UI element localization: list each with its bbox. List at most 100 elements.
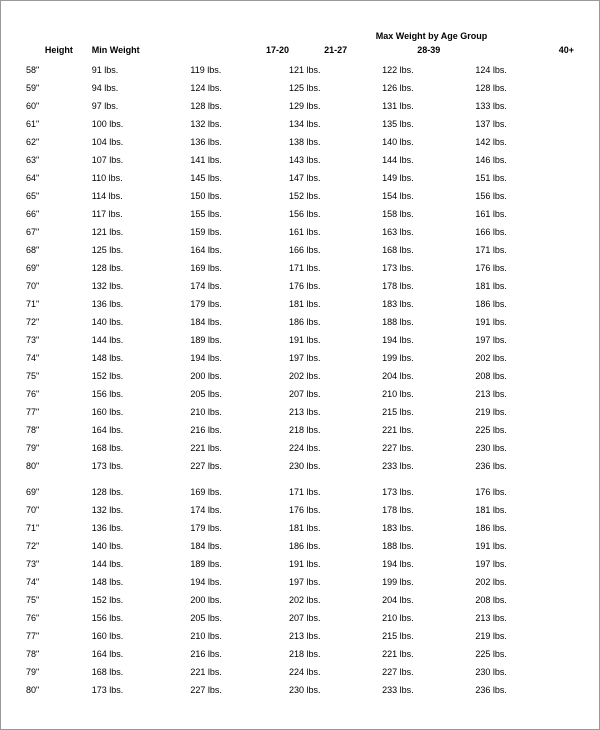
cell: 135 lbs. [382,115,475,133]
cell: 188 lbs. [382,313,475,331]
cell: 168 lbs. [92,663,191,681]
cell: 233 lbs. [382,681,475,699]
cell: 69" [26,475,92,501]
table-row: 73"144 lbs.189 lbs.191 lbs.194 lbs.197 l… [26,331,574,349]
cell: 145 lbs. [190,169,289,187]
cell: 61" [26,115,92,133]
cell: 230 lbs. [289,681,382,699]
cell: 104 lbs. [92,133,191,151]
table-row: 75"152 lbs.200 lbs.202 lbs.204 lbs.208 l… [26,367,574,385]
cell: 230 lbs. [475,663,574,681]
cell: 136 lbs. [92,295,191,313]
table-row: 67"121 lbs.159 lbs.161 lbs.163 lbs.166 l… [26,223,574,241]
cell: 169 lbs. [190,475,289,501]
cell: 73" [26,555,92,573]
cell: 179 lbs. [190,295,289,313]
cell: 204 lbs. [382,367,475,385]
cell: 194 lbs. [382,331,475,349]
cell: 225 lbs. [475,421,574,439]
cell: 77" [26,627,92,645]
cell: 213 lbs. [475,609,574,627]
cell: 186 lbs. [475,295,574,313]
cell: 140 lbs. [92,313,191,331]
table-row: 71"136 lbs.179 lbs.181 lbs.183 lbs.186 l… [26,295,574,313]
cell: 194 lbs. [382,555,475,573]
cell: 97 lbs. [92,97,191,115]
cell: 136 lbs. [190,133,289,151]
cell: 122 lbs. [382,61,475,79]
cell: 128 lbs. [92,259,191,277]
cell: 161 lbs. [475,205,574,223]
cell: 117 lbs. [92,205,191,223]
cell: 132 lbs. [190,115,289,133]
cell: 218 lbs. [289,421,382,439]
cell: 70" [26,501,92,519]
cell: 140 lbs. [382,133,475,151]
cell: 219 lbs. [475,627,574,645]
cell: 72" [26,537,92,555]
cell: 233 lbs. [382,457,475,475]
cell: 191 lbs. [475,537,574,555]
cell: 197 lbs. [289,349,382,367]
cell: 194 lbs. [190,349,289,367]
cell: 147 lbs. [289,169,382,187]
cell: 202 lbs. [475,573,574,591]
cell: 213 lbs. [475,385,574,403]
col-28-39: 28-39 [382,45,475,61]
cell: 79" [26,439,92,457]
table-row: 64"110 lbs.145 lbs.147 lbs.149 lbs.151 l… [26,169,574,187]
cell: 128 lbs. [475,79,574,97]
cell: 173 lbs. [92,457,191,475]
cell: 77" [26,403,92,421]
cell: 80" [26,681,92,699]
cell: 72" [26,313,92,331]
cell: 79" [26,663,92,681]
cell: 221 lbs. [382,421,475,439]
cell: 191 lbs. [289,331,382,349]
cell: 129 lbs. [289,97,382,115]
cell: 144 lbs. [92,331,191,349]
cell: 216 lbs. [190,645,289,663]
cell: 204 lbs. [382,591,475,609]
cell: 168 lbs. [92,439,191,457]
table-header: Max Weight by Age Group Height Min Weigh… [26,31,574,61]
cell: 210 lbs. [382,385,475,403]
cell: 213 lbs. [289,627,382,645]
cell: 63" [26,151,92,169]
cell: 205 lbs. [190,385,289,403]
cell: 136 lbs. [92,519,191,537]
table-row: 69"128 lbs.169 lbs.171 lbs.173 lbs.176 l… [26,475,574,501]
cell: 125 lbs. [92,241,191,259]
table-body: 58"91 lbs.119 lbs.121 lbs.122 lbs.124 lb… [26,61,574,699]
cell: 156 lbs. [289,205,382,223]
cell: 156 lbs. [92,609,191,627]
cell: 210 lbs. [190,627,289,645]
cell: 189 lbs. [190,555,289,573]
cell: 236 lbs. [475,681,574,699]
table-row: 61"100 lbs.132 lbs.134 lbs.135 lbs.137 l… [26,115,574,133]
cell: 221 lbs. [190,439,289,457]
weight-table-page: { "table": { "type": "table", "styling":… [0,0,600,730]
weight-table: Max Weight by Age Group Height Min Weigh… [26,31,574,699]
col-21-27: 21-27 [289,45,382,61]
cell: 142 lbs. [475,133,574,151]
cell: 149 lbs. [382,169,475,187]
cell: 163 lbs. [382,223,475,241]
cell: 114 lbs. [92,187,191,205]
cell: 131 lbs. [382,97,475,115]
cell: 91 lbs. [92,61,191,79]
cell: 137 lbs. [475,115,574,133]
cell: 205 lbs. [190,609,289,627]
cell: 230 lbs. [289,457,382,475]
cell: 227 lbs. [190,681,289,699]
cell: 186 lbs. [289,537,382,555]
cell: 213 lbs. [289,403,382,421]
cell: 119 lbs. [190,61,289,79]
cell: 148 lbs. [92,573,191,591]
cell: 75" [26,591,92,609]
table-row: 80"173 lbs.227 lbs.230 lbs.233 lbs.236 l… [26,681,574,699]
table-row: 73"144 lbs.189 lbs.191 lbs.194 lbs.197 l… [26,555,574,573]
cell: 74" [26,573,92,591]
table-row: 63"107 lbs.141 lbs.143 lbs.144 lbs.146 l… [26,151,574,169]
cell: 151 lbs. [475,169,574,187]
